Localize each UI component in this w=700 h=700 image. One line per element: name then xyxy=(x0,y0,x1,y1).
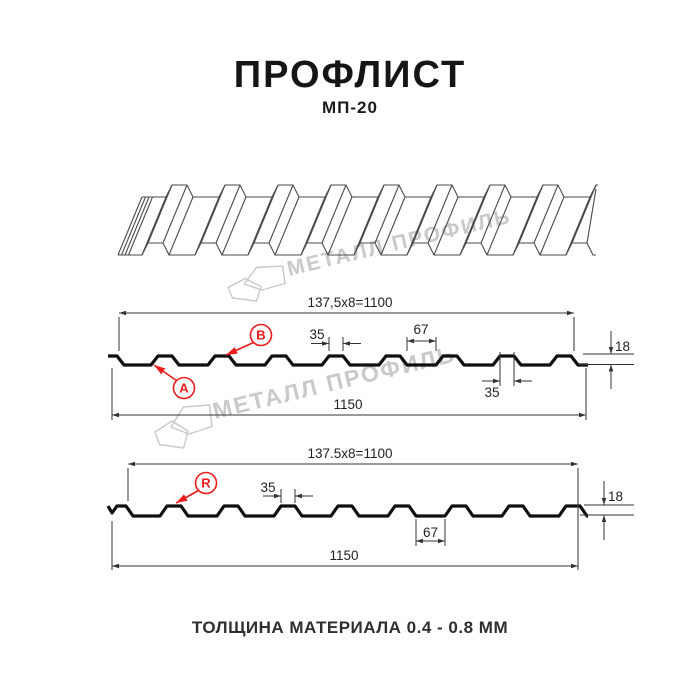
side-label-b-letter: B xyxy=(256,328,265,343)
dim-working-width-2: 137.5x8=1100 xyxy=(308,446,393,461)
side-label-r-letter: R xyxy=(201,476,211,491)
material-thickness-note: ТОЛЩИНА МАТЕРИАЛА 0.4 - 0.8 ММ xyxy=(191,618,509,637)
watermark-logo-icon xyxy=(243,265,286,291)
dim-height-1: 18 xyxy=(615,339,630,354)
side-label-r: R xyxy=(175,471,218,504)
watermark-logo-icon xyxy=(154,420,189,449)
profile-outline-2 xyxy=(106,504,589,518)
sheet-3d-front-edge xyxy=(118,242,596,256)
watermark-lower: МЕТАЛЛ ПРОФИЛЬ xyxy=(154,340,458,449)
watermark-upper: МЕТАЛЛ ПРОФИЛЬ xyxy=(227,205,514,302)
dim-rib-top-2: 35 xyxy=(260,480,275,495)
dim-valley-2: 67 xyxy=(423,525,438,540)
side-label-b: B xyxy=(225,323,273,356)
sheet-3d-back-edge xyxy=(142,184,598,198)
dim-rib-bottom-1: 35 xyxy=(484,385,499,400)
dim-valley-1: 67 xyxy=(413,322,428,337)
profile-outline-1 xyxy=(108,354,588,367)
profile-model-label: МП-20 xyxy=(322,98,378,117)
dim-working-width-1: 137,5x8=1100 xyxy=(308,295,393,310)
side-label-a-letter: A xyxy=(179,381,189,396)
dim-height-2: 18 xyxy=(608,489,623,504)
dim-total-width-1: 1150 xyxy=(333,397,362,412)
watermark-logo-icon xyxy=(227,277,262,302)
sheet-3d-view xyxy=(117,184,598,256)
page-title: ПРОФЛИСТ xyxy=(233,54,467,96)
dim-rib-top-1: 35 xyxy=(309,327,324,342)
profile-section-drawing-2: 137.5x8=1100 35 67 18 1150 xyxy=(106,446,634,570)
profile-section-drawing-1: 137,5x8=1100 35 67 18 35 xyxy=(108,295,634,420)
dim-total-width-2: 1150 xyxy=(329,548,358,563)
watermark-logo-icon xyxy=(170,404,213,435)
side-label-a: A xyxy=(153,364,196,400)
